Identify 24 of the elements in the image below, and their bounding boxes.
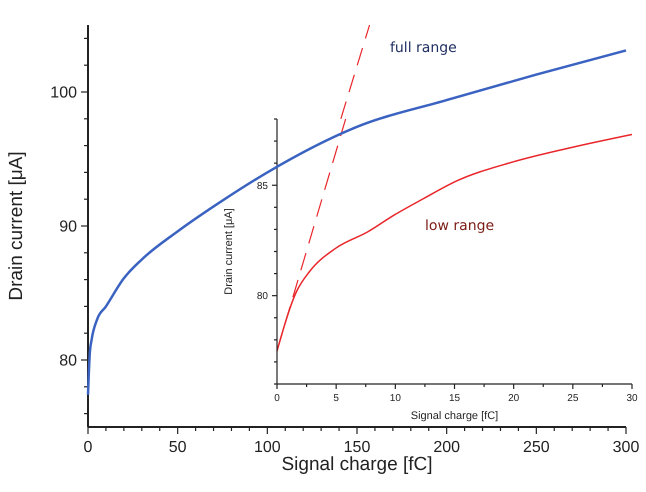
y-tick-label: 80 <box>59 352 78 370</box>
annotation: full range <box>390 40 457 56</box>
x-tick-label: 300 <box>612 439 640 456</box>
x-tick-label: 0 <box>274 393 280 404</box>
x-tick-label: 10 <box>390 393 402 404</box>
x-tick-label: 20 <box>508 393 520 404</box>
y-axis-title: Drain current [μA] <box>6 151 27 301</box>
x-tick-label: 0 <box>84 439 93 456</box>
y-tick-label: 90 <box>59 218 78 236</box>
annotation: low range <box>425 218 494 234</box>
x-tick-label: 15 <box>448 393 460 404</box>
y-tick-label: 80 <box>256 291 268 302</box>
x-axis-title: Signal charge [fC] <box>281 454 433 475</box>
x-tick-label: 50 <box>168 439 187 456</box>
x-tick-label: 150 <box>344 439 370 456</box>
x-tick-label: 25 <box>567 393 579 404</box>
y-axis-title: Drain current [μA] <box>223 208 235 295</box>
x-axis-title: Signal charge [fC] <box>410 410 498 422</box>
x-tick-label: 5 <box>333 393 340 404</box>
y-tick-label: 85 <box>256 180 268 192</box>
y-tick-label: 100 <box>50 84 78 102</box>
x-tick-label: 30 <box>626 393 638 404</box>
x-tick-label: 200 <box>433 439 460 456</box>
x-tick-label: 250 <box>522 439 550 456</box>
